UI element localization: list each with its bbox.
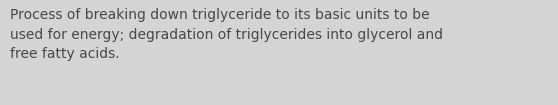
- Text: Process of breaking down triglyceride to its basic units to be
used for energy; : Process of breaking down triglyceride to…: [10, 8, 443, 61]
